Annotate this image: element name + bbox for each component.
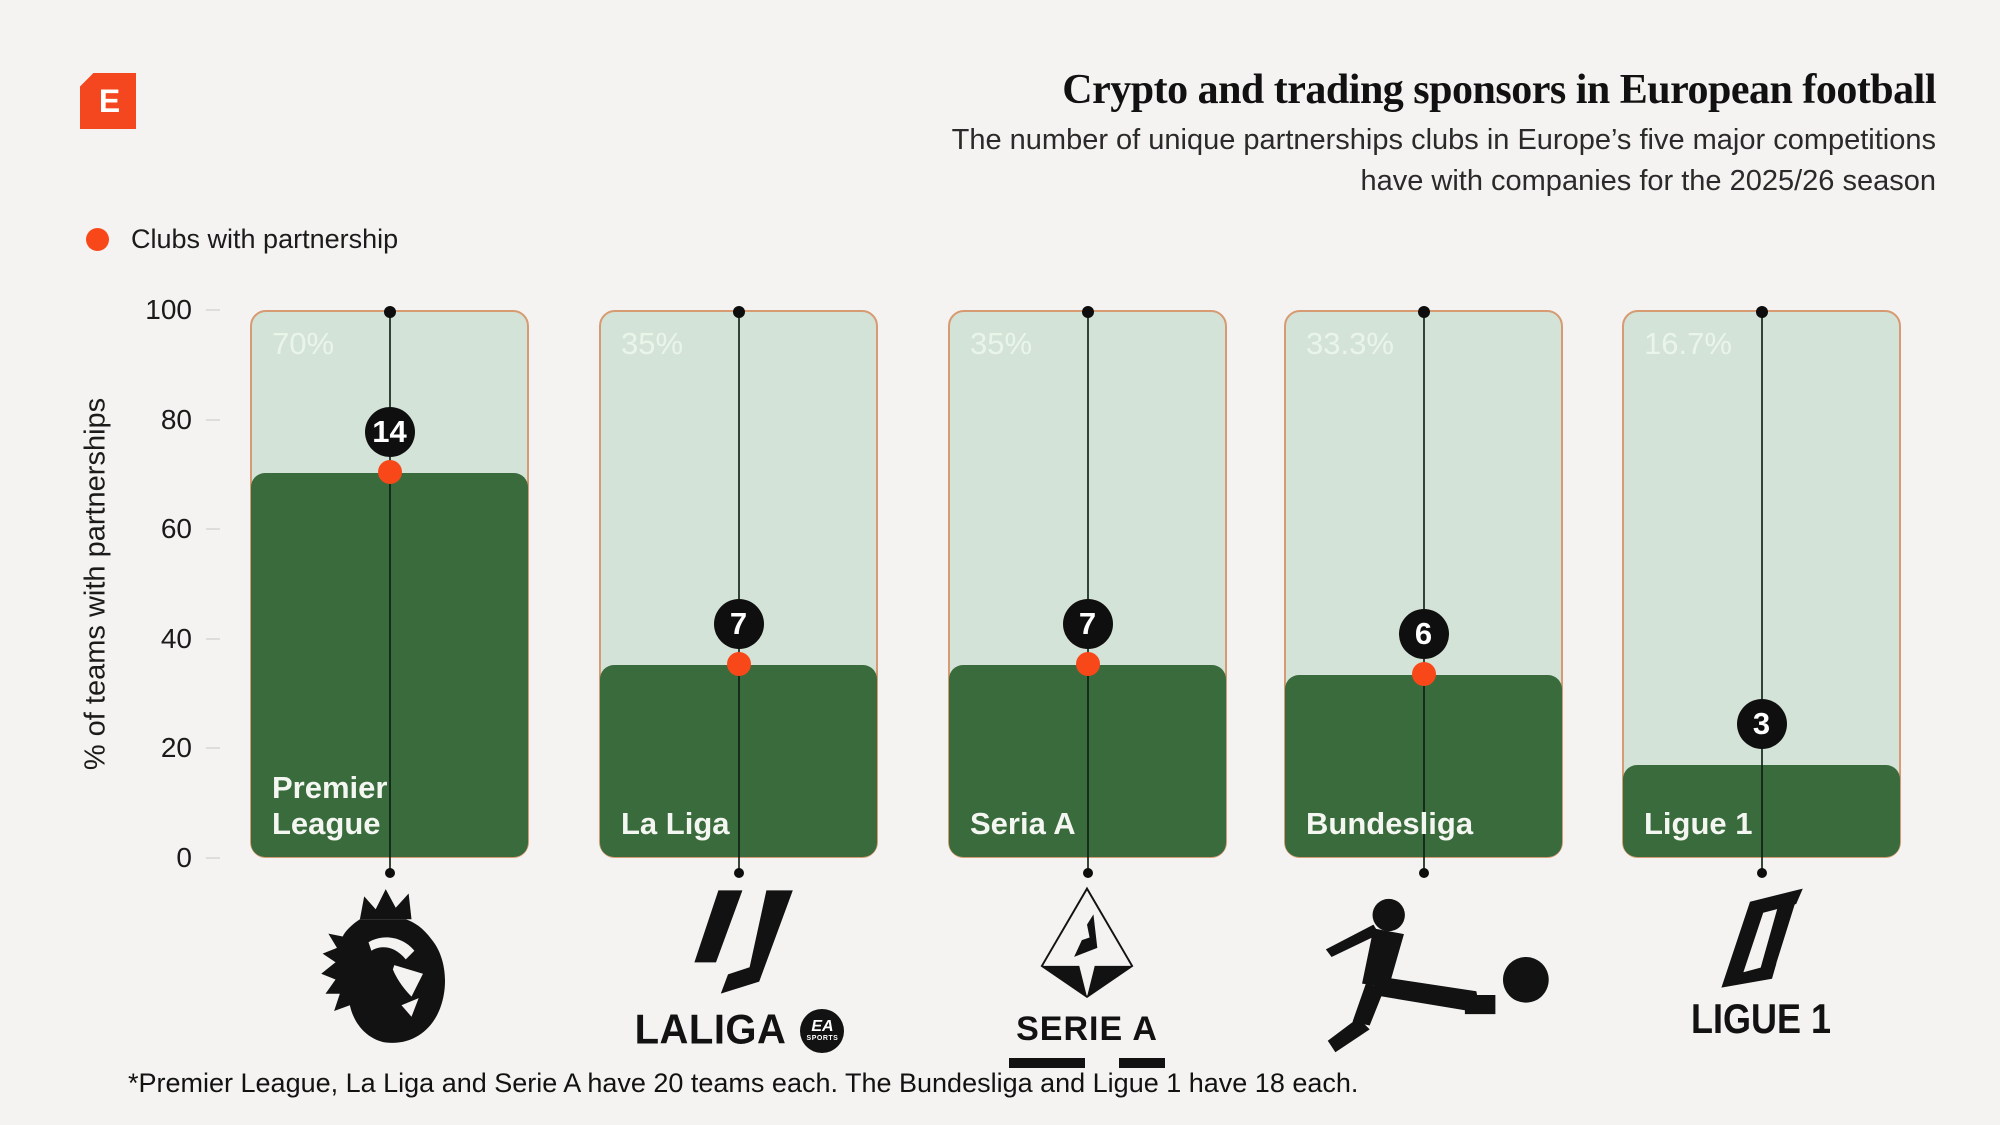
percent-label: 33.3%	[1306, 326, 1394, 361]
chart-subtitle-line1: The number of unique partnerships clubs …	[951, 124, 1936, 156]
y-axis: 100 80 60 40 20 0	[0, 294, 222, 873]
top-dot-icon	[383, 306, 396, 318]
serie-a-mark-icon	[1040, 886, 1134, 999]
laliga-wordmark: LALIGA	[634, 1006, 787, 1054]
brand-logo-letter: E	[98, 82, 122, 119]
bottom-dot-icon	[384, 868, 395, 878]
bottom-dot-icon	[1082, 868, 1093, 878]
percent-label: 16.7%	[1644, 326, 1732, 361]
header: Crypto and trading sponsors in European …	[536, 66, 1937, 202]
connector-line	[737, 312, 740, 873]
premier-league-logo	[305, 882, 475, 1054]
count-badge: 6	[1398, 609, 1449, 659]
bar-bundesliga: 6 33.3% Bundesliga	[1284, 306, 1563, 878]
percent-label: 35%	[621, 326, 684, 361]
y-tick-label: 60	[160, 513, 192, 544]
top-dot-icon	[1755, 306, 1768, 318]
y-tick-mark	[206, 638, 220, 640]
underline-bar	[1119, 1058, 1165, 1068]
y-tick-mark	[206, 857, 220, 859]
bar-ligue-1: 3 16.7% Ligue 1	[1622, 306, 1901, 878]
laliga-mark-icon	[693, 890, 793, 994]
count-badge: 3	[1736, 699, 1787, 749]
count-badge: 7	[1062, 599, 1113, 649]
connector-line	[388, 312, 391, 873]
bar-serie-a: 7 35% Seria A	[948, 306, 1227, 878]
top-dot-icon	[732, 306, 745, 318]
y-tick-mark	[206, 528, 220, 530]
y-tick-mark	[206, 419, 220, 421]
top-dot-icon	[1081, 306, 1094, 318]
legend-dot-icon	[86, 228, 109, 251]
percent-label: 35%	[970, 326, 1033, 361]
premier-league-lion-icon	[321, 889, 446, 1043]
laliga-wordmark-row: LALIGA EA SPORTS	[634, 1006, 845, 1054]
league-label: Premier League	[272, 770, 388, 841]
y-tick-mark	[206, 309, 220, 311]
connector-line	[1422, 312, 1425, 873]
bottom-dot-icon	[1418, 868, 1429, 878]
y-tick-label: 40	[160, 623, 192, 654]
serie-a-wordmark: SERIE A	[1016, 1010, 1158, 1048]
ligue-1-wordmark: LIGUE 1	[1690, 994, 1832, 1042]
serie-a-underline	[1009, 1058, 1165, 1068]
top-dot-icon	[1417, 306, 1430, 318]
bundesliga-logo	[1288, 896, 1558, 1056]
partnership-dot-icon	[377, 460, 402, 484]
count-badge: 14	[364, 407, 415, 457]
bottom-dot-icon	[733, 868, 744, 878]
connector-line	[1086, 312, 1089, 873]
percent-label: 70%	[272, 326, 335, 361]
y-tick-label: 0	[176, 842, 192, 873]
laliga-logo: LALIGA EA SPORTS	[612, 888, 867, 1053]
underline-bar	[1009, 1058, 1085, 1068]
legend: Clubs with partnership	[86, 224, 398, 255]
chart-subtitle: The number of unique partnerships clubs …	[536, 120, 1936, 202]
footnote: *Premier League, La Liga and Serie A hav…	[128, 1068, 1359, 1098]
legend-label: Clubs with partnership	[131, 224, 399, 254]
brand-logo: E	[80, 73, 136, 129]
league-label: Bundesliga	[1306, 806, 1474, 841]
ea-sports-icon: EA SPORTS	[800, 1008, 845, 1053]
league-label: Seria A	[970, 806, 1076, 841]
partnership-dot-icon	[726, 652, 751, 676]
bar-premier-league: 14 70% Premier League	[250, 306, 529, 878]
bar-la-liga: 7 35% La Liga	[599, 306, 878, 878]
y-tick-mark	[206, 747, 220, 749]
count-badge: 7	[713, 599, 764, 649]
y-tick-label: 80	[160, 404, 192, 435]
league-label: La Liga	[621, 806, 730, 841]
chart-subtitle-line2: have with companies for the 2025/26 seas…	[1360, 165, 1936, 197]
league-label: Ligue 1	[1644, 806, 1753, 841]
y-tick-label: 20	[160, 732, 192, 763]
connector-line	[1760, 312, 1763, 873]
y-tick-label: 100	[145, 294, 192, 325]
ligue-1-logo: LIGUE 1	[1661, 886, 1861, 1042]
serie-a-logo: SERIE A	[987, 886, 1187, 1068]
partnership-dot-icon	[1411, 662, 1436, 686]
bundesliga-player-icon	[1325, 898, 1549, 1053]
partnership-dot-icon	[1075, 652, 1100, 676]
ligue-1-mark-icon	[1721, 888, 1803, 988]
bottom-dot-icon	[1756, 868, 1767, 878]
chart-title: Crypto and trading sponsors in European …	[1062, 67, 1936, 113]
